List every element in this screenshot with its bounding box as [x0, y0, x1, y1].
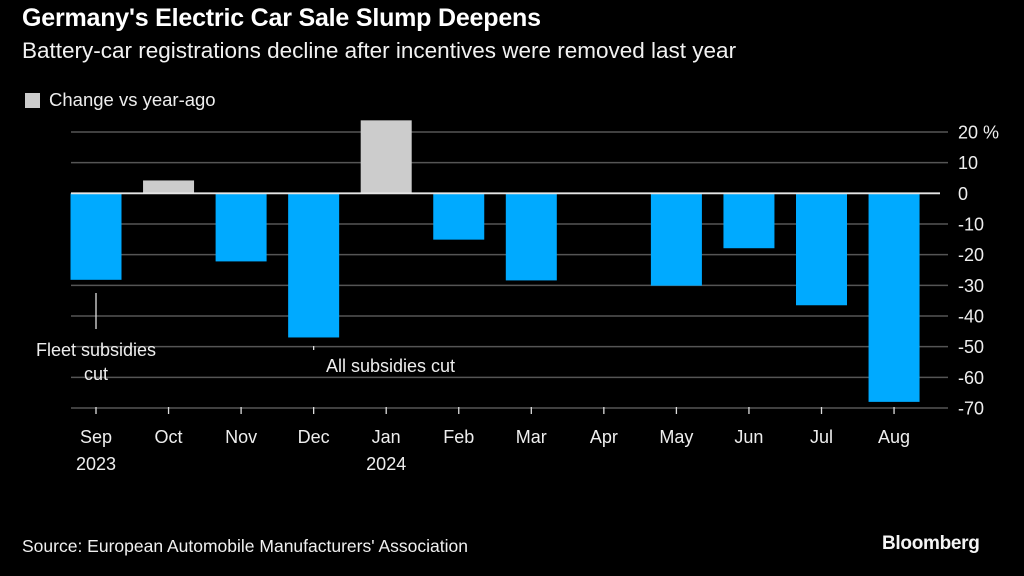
bar-aug [868, 193, 920, 402]
annotation-all-subsidies: All subsidies cut [326, 356, 455, 376]
legend: Change vs year-ago [25, 89, 216, 111]
x-tick-label: Jul [810, 427, 833, 447]
x-tick-label: Aug [878, 427, 910, 447]
bar-mar [505, 193, 557, 281]
x-tick-label: Oct [155, 427, 183, 447]
bar-feb [433, 193, 485, 240]
bar-jan [360, 120, 412, 194]
x-tick-label: Feb [443, 427, 474, 447]
bar-sep [70, 193, 122, 280]
bar-jun [723, 193, 775, 249]
source-note: Source: European Automobile Manufacturer… [22, 536, 468, 556]
y-tick-label: 20 % [958, 123, 999, 143]
x-tick-label: Nov [225, 427, 257, 447]
chart-title: Germany's Electric Car Sale Slump Deepen… [22, 4, 541, 32]
x-tick-label: Dec [298, 427, 330, 447]
x-tick-label: May [659, 427, 693, 447]
bars [70, 120, 920, 402]
x-tick-sublabel: 2023 [76, 454, 116, 474]
y-tick-label: -50 [958, 337, 984, 357]
y-tick-label: -40 [958, 307, 984, 327]
annotation-fleet-subsidies-cont: cut [84, 364, 108, 384]
y-tick-label: -70 [958, 399, 984, 419]
legend-swatch [25, 92, 40, 108]
bar-oct [143, 180, 195, 194]
x-tick-label: Jun [734, 427, 763, 447]
x-axis: Sep 2023 Oct Nov Dec Jan 2024 Feb Mar Apr May Jun Ju… [76, 407, 910, 474]
y-tick-label: -60 [958, 368, 984, 388]
annotation-fleet-subsidies: Fleet subsidies [36, 340, 156, 360]
bar-dec [288, 193, 340, 338]
y-tick-label: -30 [958, 276, 984, 296]
y-axis: 20 % 10 0 -10 -20 -30 -40 -50 -60 -70 [958, 123, 999, 419]
bar-nov [215, 193, 267, 262]
x-tick-sublabel: 2024 [366, 454, 406, 474]
bloomberg-logo: Bloomberg [882, 533, 980, 554]
y-tick-label: -20 [958, 245, 984, 265]
annotations: Fleet subsidies cut All subsidies cut [36, 293, 455, 384]
x-tick-label: Sep [80, 427, 112, 447]
legend-label: Change vs year-ago [49, 89, 216, 110]
y-tick-label: 10 [958, 153, 978, 173]
bar-jul [796, 193, 847, 306]
x-tick-label: Mar [516, 427, 547, 447]
x-tick-label: Apr [590, 427, 618, 447]
bar-may [650, 193, 702, 286]
y-tick-label: -10 [958, 215, 984, 235]
chart-subtitle: Battery-car registrations decline after … [22, 38, 737, 63]
x-tick-label: Jan [372, 427, 401, 447]
y-tick-label: 0 [958, 184, 968, 204]
